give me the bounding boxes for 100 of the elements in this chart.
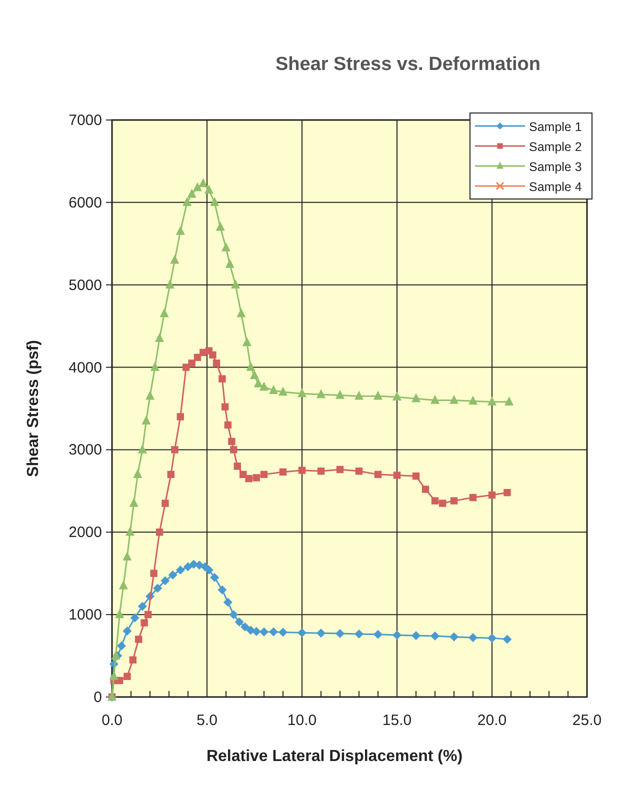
point [216, 222, 225, 231]
point [316, 389, 326, 398]
point [392, 630, 402, 640]
point [225, 258, 234, 268]
point [430, 394, 440, 404]
point [374, 470, 382, 478]
point [109, 670, 118, 680]
y-axis-title: Shear Stress (psf) [25, 340, 42, 477]
point [218, 375, 226, 382]
point [118, 580, 128, 590]
point [124, 672, 131, 680]
point [252, 474, 260, 482]
point [234, 462, 241, 470]
point [336, 629, 344, 638]
point [354, 629, 364, 638]
x-tick-label: 10.0 [287, 712, 317, 729]
point [336, 466, 344, 474]
y-tick-label: 3000 [68, 442, 102, 459]
point [210, 197, 220, 206]
point [162, 500, 169, 507]
point [245, 474, 252, 482]
chart-title: Shear Stress vs. Deformation [275, 54, 541, 75]
x-tick-label: 15.0 [382, 712, 412, 729]
point [160, 576, 170, 586]
x-axis-title: Relative Lateral Displacement (%) [206, 748, 463, 765]
point [450, 394, 458, 404]
point [204, 184, 214, 194]
point [133, 469, 142, 478]
y-tick-label: 4000 [68, 359, 102, 376]
point [439, 500, 446, 507]
point [488, 634, 496, 643]
point [260, 470, 268, 478]
point [176, 566, 185, 575]
point [392, 392, 402, 401]
y-tick-label: 0 [94, 689, 102, 706]
point [150, 362, 160, 371]
point [144, 610, 152, 618]
x-tick-label: 20.0 [477, 712, 507, 729]
point [171, 446, 178, 454]
point [504, 396, 514, 406]
point [450, 632, 458, 642]
legend-label: Sample 3 [529, 160, 582, 174]
point [374, 390, 382, 400]
point [430, 632, 440, 641]
point [336, 390, 344, 399]
point [168, 570, 178, 580]
point [210, 572, 220, 582]
point [142, 415, 151, 424]
x-tick-label: 25.0 [572, 712, 602, 729]
point [221, 403, 229, 410]
x-tick-label: 0.0 [102, 712, 122, 729]
point [504, 488, 511, 496]
point [176, 226, 185, 235]
point [228, 438, 236, 446]
point [260, 382, 268, 391]
point [298, 466, 306, 474]
point [240, 622, 250, 632]
point [135, 636, 142, 643]
point [468, 633, 478, 642]
point [354, 390, 364, 400]
point [138, 444, 147, 454]
legend-label: Sample 1 [529, 120, 582, 134]
point [502, 634, 512, 644]
point [278, 628, 288, 637]
point [187, 188, 196, 198]
point [246, 362, 256, 371]
y-tick-label: 7000 [68, 112, 102, 129]
y-tick-label: 2000 [68, 524, 102, 542]
point [223, 598, 232, 607]
point [129, 656, 136, 664]
point [165, 279, 174, 288]
point [412, 472, 420, 480]
point [138, 602, 147, 611]
point [146, 390, 154, 400]
point [122, 626, 132, 636]
point [182, 197, 192, 206]
point [212, 360, 220, 367]
point [469, 494, 477, 502]
point [224, 421, 232, 429]
legend-label: Sample 4 [529, 180, 582, 194]
point [115, 609, 124, 618]
point [230, 446, 238, 454]
y-tick-label: 1000 [68, 606, 102, 624]
point [188, 360, 196, 367]
point [218, 585, 227, 594]
point [204, 566, 214, 575]
point [229, 610, 238, 620]
point [153, 584, 162, 593]
point [130, 613, 140, 622]
point [317, 468, 325, 475]
point [260, 627, 268, 636]
point [269, 384, 278, 394]
point [155, 333, 164, 342]
point [117, 641, 126, 650]
point [488, 491, 496, 499]
point [160, 308, 169, 318]
point [231, 279, 240, 288]
point [184, 562, 192, 572]
point [122, 551, 132, 560]
x-tick-label: 5.0 [196, 712, 218, 729]
